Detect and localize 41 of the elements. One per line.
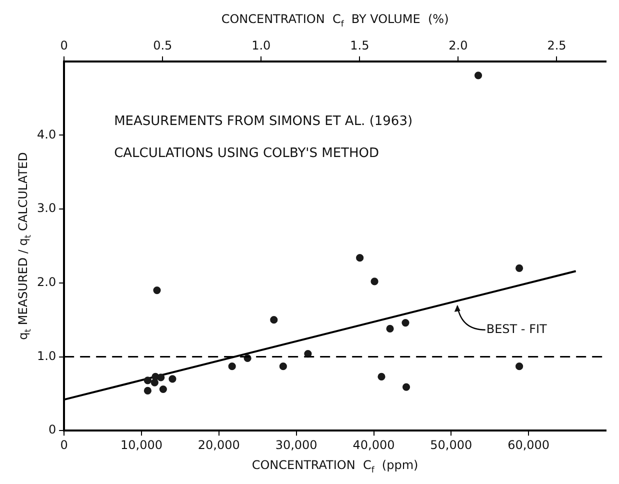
- x-tick-label: 10,000: [120, 438, 162, 452]
- point: [153, 286, 161, 294]
- point: [474, 72, 482, 80]
- x2-tick-label: 2.0: [448, 38, 468, 52]
- point: [159, 385, 167, 394]
- point: [279, 362, 287, 370]
- point: [402, 383, 410, 391]
- x-tick-label: 40,000: [352, 438, 395, 452]
- point: [150, 378, 158, 386]
- point: [270, 316, 278, 324]
- annotation: CALCULATIONS USING COLBY'S METHOD: [114, 146, 380, 161]
- x-tick-label: 20,000: [198, 438, 240, 452]
- x-tick-label: 30,000: [275, 438, 318, 452]
- x-tick-label: 0: [60, 438, 68, 452]
- point: [370, 278, 378, 286]
- point: [144, 386, 152, 395]
- x2-tick-label: 0.5: [153, 38, 172, 52]
- y-tick-label: 4.0: [36, 127, 56, 142]
- point: [515, 264, 524, 272]
- y-axis-title: qt MEASURED / qt CALCULATED: [16, 152, 32, 340]
- x-tick-label: 60,000: [508, 438, 550, 452]
- point: [228, 362, 236, 370]
- x2-tick-label: 1.5: [350, 38, 370, 52]
- x-tick-label: 50,000: [430, 438, 472, 452]
- x2-tick-label: 0: [60, 38, 68, 52]
- y-tick-label: 3.0: [36, 201, 56, 216]
- y-tick-label: 0: [48, 422, 56, 437]
- point: [144, 376, 152, 384]
- y-tick-label: 2.0: [36, 275, 56, 290]
- annotation: MEASUREMENTS FROM SIMONS ET AL. (1963): [114, 114, 413, 129]
- point: [402, 318, 410, 327]
- x2-tick-label: 1.0: [252, 38, 271, 52]
- point: [515, 362, 524, 370]
- x2-tick-label: 2.5: [547, 38, 566, 52]
- point: [386, 324, 394, 332]
- point: [157, 374, 165, 382]
- annotation: BEST - FIT: [486, 322, 548, 336]
- point: [356, 254, 364, 262]
- point: [378, 372, 386, 380]
- point: [168, 375, 176, 383]
- y-tick-label: 1.0: [36, 348, 56, 363]
